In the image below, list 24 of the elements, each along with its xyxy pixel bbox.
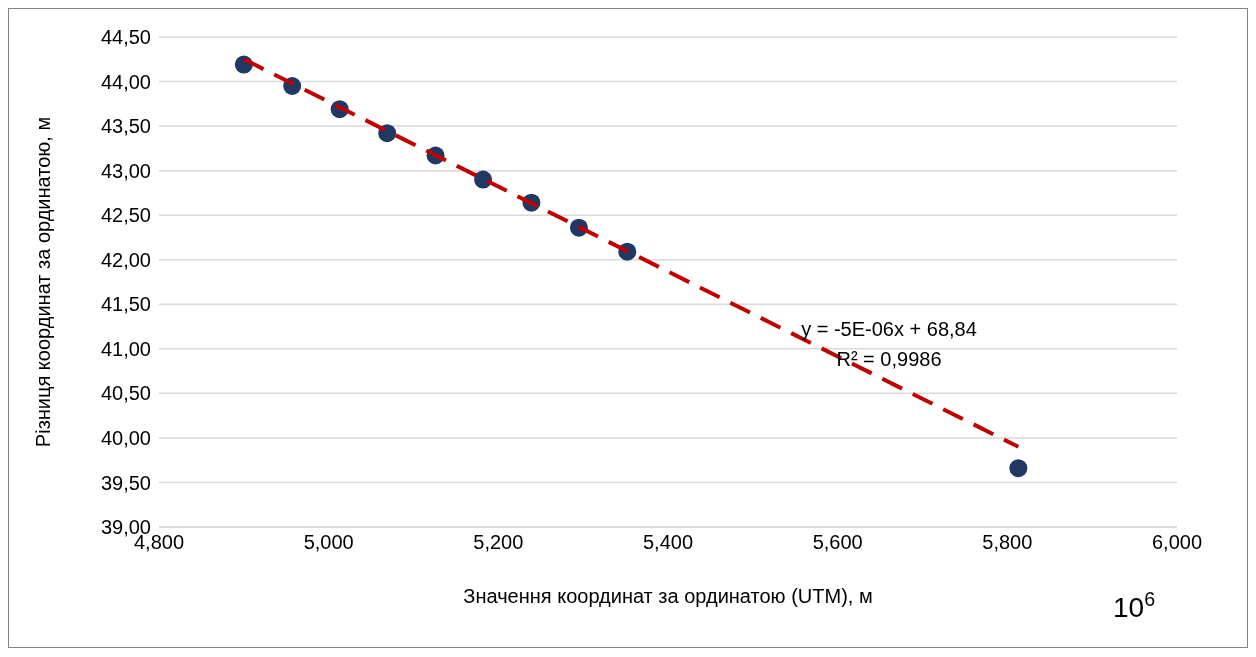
x-tick-label: 5,200 — [473, 531, 524, 554]
point — [1009, 459, 1028, 478]
y-tick-label: 42,50 — [100, 204, 151, 227]
y-tick-label: 44,50 — [100, 26, 151, 49]
text: 10$^{6}$ — [1112, 588, 1156, 623]
annotation: R² = 0,9986 — [836, 348, 942, 370]
y-tick-label: 40,50 — [100, 382, 151, 405]
x-tick-label: 5,600 — [812, 531, 863, 554]
y-tick-label: 40,00 — [100, 427, 151, 450]
x-tick-label: 5,400 — [642, 531, 694, 554]
x-axis-title: Значення координат за ординатою (UTM), м — [463, 585, 873, 607]
y-tick-label: 43,00 — [100, 159, 151, 182]
x-tick-label: 6,000 — [1151, 531, 1203, 554]
y-tick-label: 42,00 — [100, 248, 151, 271]
y-tick-label: 41,50 — [100, 293, 151, 316]
point — [378, 124, 397, 143]
x-tick-label: 5,000 — [303, 531, 354, 554]
y-tick-label: 44,00 — [100, 70, 151, 93]
annotation: y = -5E-06x + 68,84 — [801, 318, 977, 340]
y-tick-label: 43,50 — [100, 115, 151, 138]
y-axis-title: Різниця координат за ординатою, м — [32, 116, 55, 448]
x-tick-label: 5,800 — [982, 531, 1033, 554]
y-tick-label: 39,50 — [100, 471, 151, 494]
y-tick-label: 41,00 — [100, 337, 151, 360]
